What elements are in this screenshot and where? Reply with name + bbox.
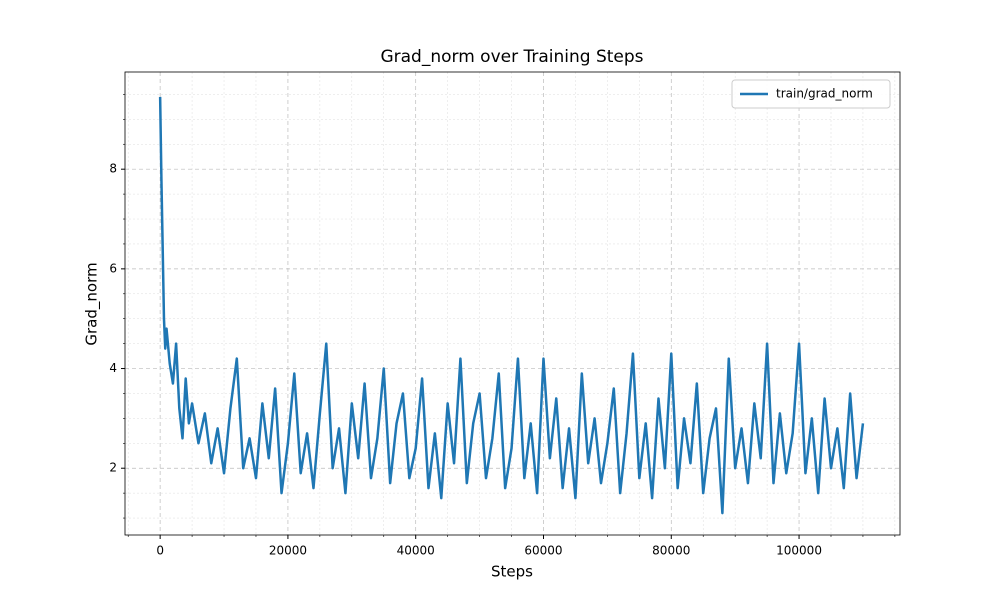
- x-tick-label: 0: [156, 544, 164, 558]
- y-tick-label: 6: [109, 261, 117, 275]
- x-tick-label: 100000: [776, 544, 822, 558]
- y-tick-label: 8: [109, 162, 117, 176]
- x-tick-label: 80000: [652, 544, 690, 558]
- legend-box: [731, 79, 891, 109]
- x-tick-label: 40000: [397, 544, 435, 558]
- x-axis-label: Steps: [491, 563, 533, 581]
- x-tick-label: 20000: [269, 544, 307, 558]
- y-tick-label: 2: [109, 461, 117, 475]
- y-tick-label: 4: [109, 361, 117, 375]
- chart-title: Grad_norm over Training Steps: [380, 47, 643, 67]
- data-line: [158, 96, 865, 515]
- y-axis-label: Grad_norm: [83, 262, 102, 345]
- legend: train/grad_norm: [731, 79, 891, 109]
- plot-frame: [124, 71, 901, 536]
- legend-label: train/grad_norm: [776, 87, 873, 101]
- x-tick-label: 60000: [524, 544, 562, 558]
